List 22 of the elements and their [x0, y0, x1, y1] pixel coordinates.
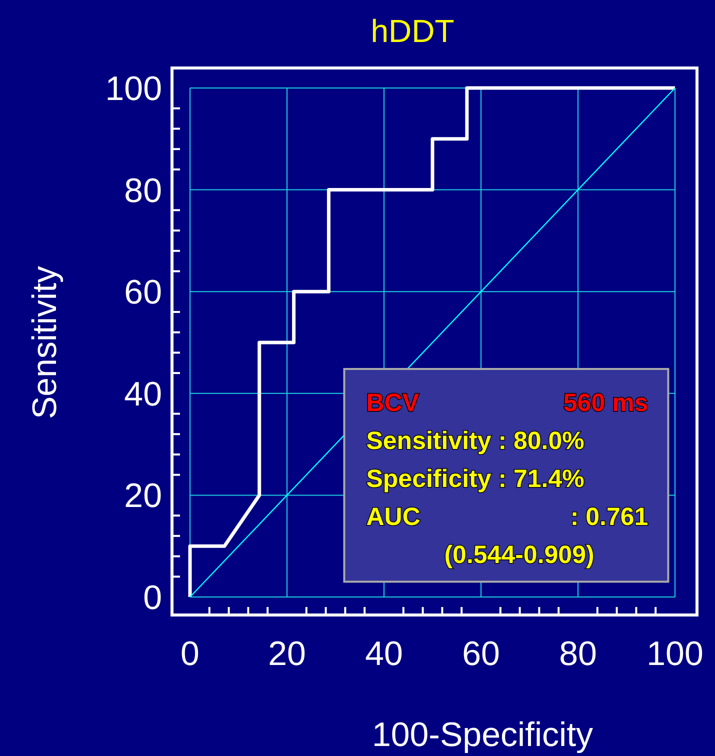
- annotation: BCV: [366, 388, 420, 417]
- annotation: Sensitivity : 80.0%: [366, 426, 584, 455]
- chart-title: hDDT: [370, 13, 454, 49]
- annotation: 560 ms: [563, 388, 648, 417]
- y-tick-label: 100: [105, 70, 162, 108]
- x-tick-label: 80: [559, 635, 597, 673]
- y-tick-label: 20: [124, 477, 162, 516]
- x-tick-label: 20: [268, 635, 306, 673]
- y-tick-label: 0: [143, 579, 162, 617]
- x-tick-label: 60: [462, 635, 500, 673]
- x-tick-label: 0: [180, 635, 200, 673]
- x-axis-title: 100-Specificity: [372, 716, 594, 754]
- x-tick-label: 100: [646, 635, 704, 673]
- y-tick-label: 80: [124, 172, 162, 210]
- annotation: Specificity : 71.4%: [366, 464, 584, 493]
- y-tick-label: 60: [124, 274, 162, 312]
- annotation: AUC: [366, 502, 420, 531]
- annotation: : 0.761: [570, 502, 648, 531]
- annotation: (0.544-0.909): [444, 540, 594, 569]
- y-tick-label: 40: [124, 375, 162, 414]
- y-axis-title: Sensitivity: [26, 266, 64, 420]
- x-tick-label: 40: [365, 635, 403, 673]
